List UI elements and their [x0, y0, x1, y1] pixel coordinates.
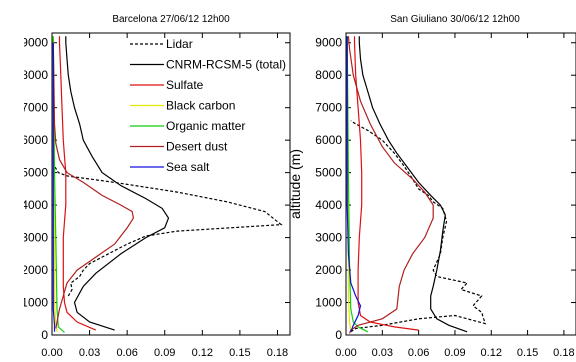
panel1-ytick-label: 2000 [21, 263, 48, 277]
panel2-ytick-label: 8000 [315, 68, 342, 82]
panel1-series-lidar [53, 165, 283, 297]
legend-label: Organic matter [166, 119, 245, 133]
panel2-title: San Giuliano 30/06/12 12h00 [390, 14, 520, 25]
panel2-ytick-label: 0 [335, 328, 342, 342]
panel2-xtick-label: 0.00 [335, 347, 356, 359]
panel2-plot-frame [345, 32, 576, 336]
panel2-xtick-label: 0.06 [408, 347, 429, 359]
panel1-xtick-label: 0.12 [192, 347, 213, 359]
panel1-ytick-label: 1000 [21, 296, 48, 310]
panel1-plot-frame [51, 32, 291, 336]
panel2-xtick-label: 0.09 [444, 347, 465, 359]
panel1-xtick-label: 0.09 [154, 347, 175, 359]
panel1-ytick-label: 5000 [21, 166, 48, 180]
left-edge-crop [0, 0, 24, 362]
panel2-xtick-label: 0.18 [553, 347, 574, 359]
panel2-series-desert-dust [347, 36, 434, 334]
legend-label: CNRM-RCSM-5 (total) [166, 58, 286, 72]
panel2-ytick-label: 4000 [315, 198, 342, 212]
panel1-ytick-label: 8000 [21, 68, 48, 82]
panel1-ytick-label: 0 [41, 328, 48, 342]
panel2-ytick-label: 5000 [315, 166, 342, 180]
panel1-ytick-label: 6000 [21, 133, 48, 147]
panel1-ytick-label: 9000 [21, 36, 48, 50]
panel2-ylabel: altitude (m) [287, 149, 303, 219]
panel1-series-cnrm-rcsm-5-total- [65, 36, 170, 331]
panel2-xtick-label: 0.12 [481, 347, 502, 359]
panel1-series-sea-salt [52, 42, 56, 332]
panel2-ytick-label: 3000 [315, 231, 342, 245]
panel1-xtick-label: 0.03 [79, 347, 100, 359]
panel2-series-sea-salt [346, 36, 362, 333]
panel2-ytick-label: 9000 [315, 36, 342, 50]
legend-label: Desert dust [166, 140, 228, 154]
panel1-xtick-label: 0.15 [229, 347, 250, 359]
legend-label: Sea salt [166, 160, 210, 174]
panel1-series-sulfate [58, 36, 97, 331]
panel1-ytick-label: 4000 [21, 198, 48, 212]
panel2-series-organic-matter [346, 36, 369, 333]
panel1-title: Barcelona 27/06/12 12h00 [112, 14, 230, 25]
panel1-xtick-label: 0.06 [116, 347, 137, 359]
panel1-ytick-label: 7000 [21, 101, 48, 115]
legend-label: Sulfate [166, 78, 204, 92]
legend-label: Lidar [166, 37, 193, 51]
panel2-ytick-label: 6000 [315, 133, 342, 147]
panel2-ytick-label: 1000 [315, 296, 342, 310]
panel2-xtick-label: 0.03 [372, 347, 393, 359]
panel1-xtick-label: 0.18 [267, 347, 288, 359]
panel2-ytick-label: 2000 [315, 263, 342, 277]
panel2-ytick-label: 7000 [315, 101, 342, 115]
legend-label: Black carbon [166, 99, 235, 113]
panel1-xtick-label: 0.00 [41, 347, 62, 359]
panel2-series-cnrm-rcsm-5-total- [358, 36, 468, 333]
panel2-series-sulfate [353, 36, 419, 331]
panel2-series-lidar [350, 120, 487, 333]
panel2-xtick-label: 0.15 [517, 347, 538, 359]
panel1-ytick-label: 3000 [21, 231, 48, 245]
panel1-series-desert-dust [52, 42, 135, 329]
